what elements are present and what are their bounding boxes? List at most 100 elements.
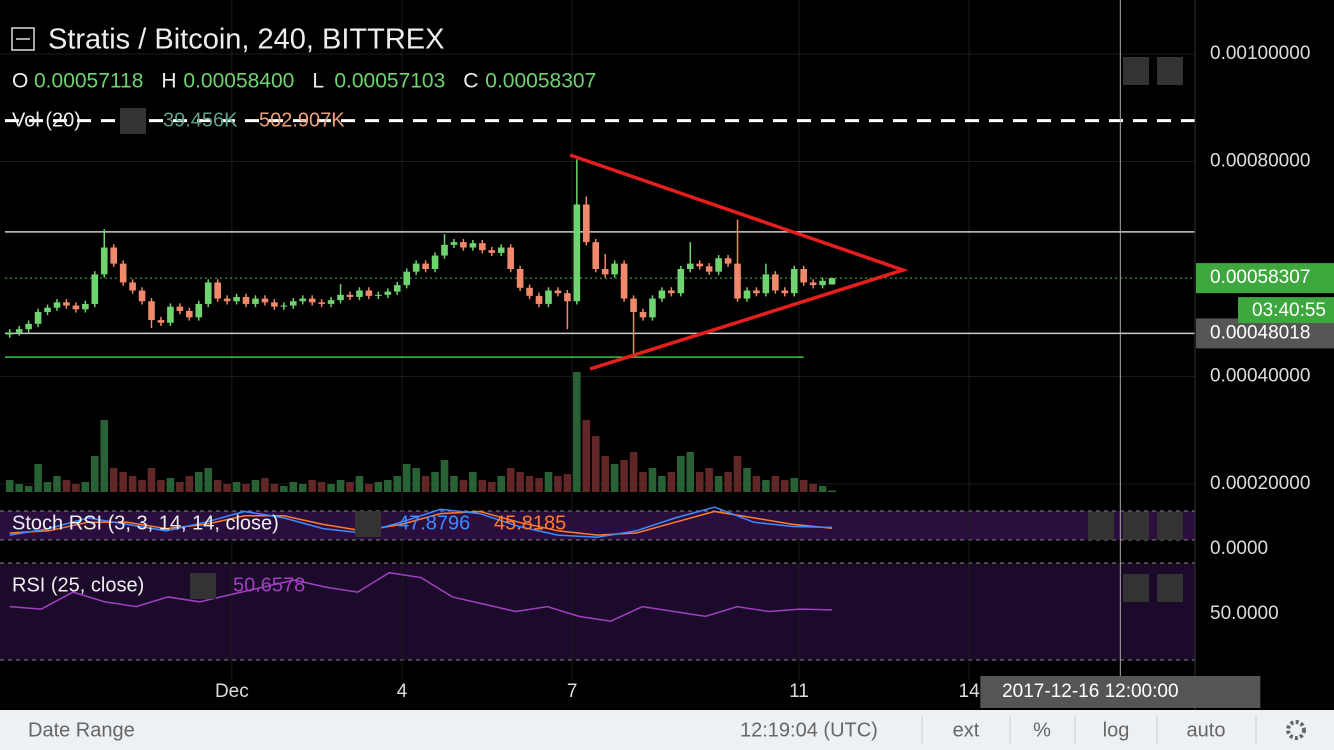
candle-body <box>384 291 392 295</box>
volume-bar <box>100 420 109 492</box>
close-icon[interactable] <box>355 511 381 537</box>
volume-bar <box>43 482 52 492</box>
move-down-button[interactable] <box>1123 512 1149 540</box>
settings-button[interactable] <box>1286 720 1306 740</box>
volume-bar <box>686 452 695 492</box>
marked-price-label: 0.00048018 <box>1210 322 1310 343</box>
footer-button[interactable]: auto <box>1187 719 1226 741</box>
ohlc-value: 0.00057118 <box>34 70 143 93</box>
close-icon[interactable] <box>190 573 216 599</box>
volume-bar <box>223 484 231 492</box>
volume-bar <box>176 482 184 492</box>
candle-body <box>186 310 193 318</box>
candle-body <box>261 298 269 303</box>
volume-bar <box>828 490 836 492</box>
volume-bar <box>91 456 99 492</box>
ohlc-key: C <box>463 70 478 93</box>
footer-bar <box>0 710 1334 750</box>
volume-bar <box>487 482 496 492</box>
countdown-label: 03:40:55 <box>1252 300 1326 321</box>
volume-bar <box>478 480 487 492</box>
candle-body <box>734 263 741 299</box>
volume-bar <box>213 480 222 492</box>
footer-separators <box>921 716 1257 744</box>
candle-body <box>63 302 70 306</box>
candle-body <box>535 295 543 304</box>
candle-body <box>516 269 524 288</box>
x-tick-label: 14 <box>959 681 981 702</box>
candle-body <box>497 247 505 253</box>
candle-body <box>715 258 722 272</box>
candle-body <box>327 300 335 304</box>
collapse-icon[interactable] <box>11 27 35 51</box>
maximize-button[interactable] <box>1157 57 1183 85</box>
candle-body <box>223 298 231 302</box>
close-icon[interactable] <box>120 108 146 134</box>
volume-bar <box>450 476 458 492</box>
candle-body <box>809 282 817 286</box>
volume-bar <box>781 480 789 492</box>
stoch-k-value: 47.8796 <box>398 512 470 534</box>
candle-body <box>318 302 325 304</box>
x-tick-label: 11 <box>789 681 809 702</box>
volume-bar <box>440 460 449 492</box>
candle-body <box>790 269 798 294</box>
volume-bar <box>166 478 175 492</box>
candle-body <box>724 258 732 264</box>
candle-body <box>592 242 600 269</box>
volume-bar <box>762 480 770 492</box>
candle-body <box>214 282 221 299</box>
candle-body <box>233 296 240 302</box>
volume-bar <box>421 476 430 492</box>
ohlc-key: L <box>312 70 324 93</box>
chart-title: Stratis / Bitcoin, 240, BITTREX <box>48 24 444 56</box>
volume-bar <box>280 486 288 492</box>
last-price-label: 0.00058307 <box>1210 267 1310 288</box>
candle-body <box>658 290 666 299</box>
volume-bar <box>355 476 364 492</box>
maximize-button[interactable] <box>1157 574 1183 602</box>
volume-bar <box>365 484 373 492</box>
candle-body <box>450 242 458 245</box>
volume-bar <box>554 476 562 492</box>
candle-body <box>100 247 108 275</box>
move-up-button[interactable] <box>1123 574 1149 602</box>
volume-bar <box>327 484 335 492</box>
time-display: 12:19:04 (UTC) <box>740 719 878 741</box>
date-range-button[interactable]: Date Range <box>28 719 135 741</box>
footer-button[interactable]: % <box>1033 719 1051 741</box>
move-up-button[interactable] <box>1088 512 1114 540</box>
candle-body <box>620 263 628 299</box>
candle-body <box>573 204 581 302</box>
volume-bar <box>185 476 194 492</box>
candle-body <box>431 255 439 269</box>
candle-body <box>289 301 297 306</box>
candle-body <box>545 290 552 304</box>
candle-body <box>148 301 155 321</box>
move-down-button[interactable] <box>1123 57 1149 85</box>
stoch-d-value: 45.8185 <box>494 512 566 534</box>
candle-body <box>72 305 80 310</box>
crosshair-box <box>980 676 1261 708</box>
candle-body <box>375 294 382 296</box>
volume-bar <box>667 472 676 492</box>
rsi-line <box>9 571 833 622</box>
rsi-band <box>0 563 1195 660</box>
footer-button[interactable]: ext <box>953 719 980 741</box>
volume-bar <box>516 472 524 492</box>
candle-body <box>554 290 562 294</box>
volume-bar <box>119 472 127 492</box>
candle-body <box>526 287 533 296</box>
countdown-box <box>1238 297 1334 324</box>
maximize-button[interactable] <box>1157 512 1183 540</box>
candle-body <box>25 323 32 330</box>
volume-bar <box>610 464 619 492</box>
footer-button[interactable]: log <box>1103 719 1130 741</box>
stoch-k-line <box>9 506 833 539</box>
volume-bar <box>620 460 628 492</box>
volume-bar <box>138 480 146 492</box>
candle-body <box>252 298 259 304</box>
candle-body <box>271 302 278 307</box>
ohlc-value: 0.00058400 <box>183 70 294 93</box>
